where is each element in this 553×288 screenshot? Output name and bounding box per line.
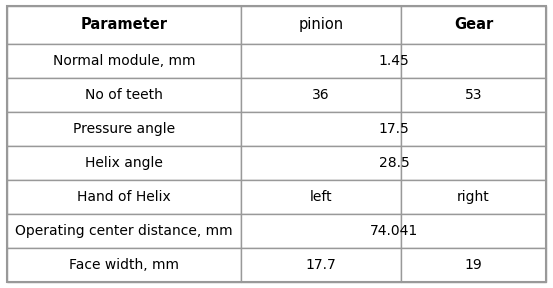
Text: right: right [457,190,490,204]
Bar [400,111,546,145]
Text: Hand of Helix: Hand of Helix [77,190,171,204]
Bar [7,77,242,111]
Text: 53: 53 [465,88,482,102]
Text: 28.5: 28.5 [378,156,409,170]
Bar [7,214,242,248]
Bar [7,111,242,145]
Text: 36: 36 [312,88,330,102]
Bar [7,180,242,214]
Bar [242,111,400,145]
Text: Pressure angle: Pressure angle [73,122,175,136]
Bar [400,6,546,43]
Bar [7,6,242,43]
Text: Operating center distance, mm: Operating center distance, mm [15,223,233,238]
Text: 17.7: 17.7 [306,258,336,272]
Bar [242,180,400,214]
Text: 19: 19 [465,258,482,272]
Text: Gear: Gear [454,17,493,33]
Bar [400,145,546,180]
Bar [400,43,546,77]
Text: 17.5: 17.5 [378,122,409,136]
Bar [242,77,400,111]
Bar [7,43,242,77]
Text: Face width, mm: Face width, mm [69,258,179,272]
Text: No of teeth: No of teeth [85,88,163,102]
Text: Helix angle: Helix angle [85,156,163,170]
Bar [242,214,400,248]
Text: 74.041: 74.041 [370,223,418,238]
Text: Parameter: Parameter [81,17,168,33]
Bar [7,248,242,282]
Bar [242,6,400,43]
Bar [242,145,400,180]
Text: Normal module, mm: Normal module, mm [53,54,195,67]
Bar [400,180,546,214]
Bar [400,214,546,248]
Bar [400,77,546,111]
Text: 1.45: 1.45 [378,54,409,67]
Bar [242,43,400,77]
Text: pinion: pinion [299,17,343,33]
Bar [7,145,242,180]
Bar [242,248,400,282]
Bar [400,248,546,282]
Text: left: left [310,190,332,204]
